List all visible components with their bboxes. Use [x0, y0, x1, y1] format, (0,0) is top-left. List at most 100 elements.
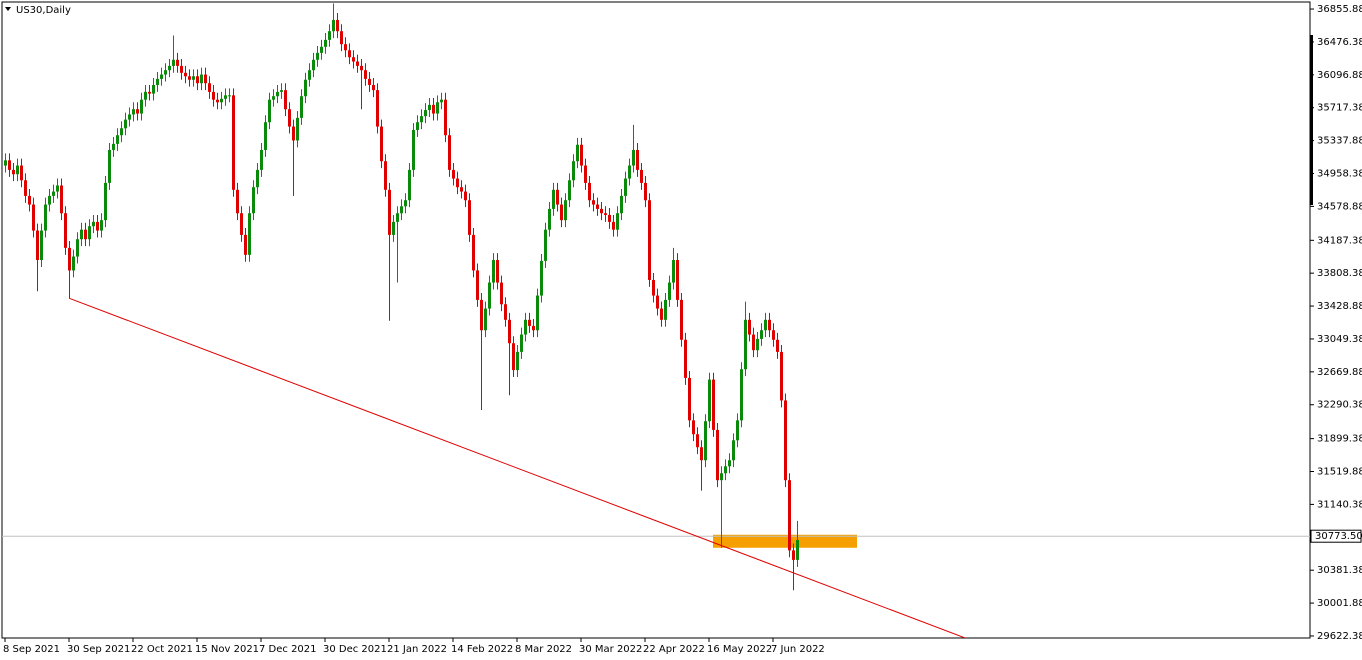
candle-body [720, 473, 723, 481]
candle-body [248, 213, 251, 255]
candle-body [676, 260, 679, 300]
candle-body [16, 165, 19, 175]
candle-body [480, 299, 483, 331]
candle-body [724, 466, 727, 474]
candle-body [528, 319, 531, 326]
current-price-box [1310, 529, 1362, 543]
candle-body [420, 116, 423, 123]
candle-body [156, 78, 159, 85]
y-tick-label: 33049.38 [1317, 334, 1362, 345]
candle-body [756, 338, 759, 351]
candle-body [424, 110, 427, 117]
y-tick-label: 35337.88 [1317, 136, 1362, 147]
candle-body [412, 130, 415, 170]
candle-body [52, 191, 55, 196]
x-tick-label: 30 Dec 2021 [323, 644, 387, 655]
candle-body [732, 440, 735, 461]
candle-body [616, 213, 619, 230]
candle-body [784, 400, 787, 481]
candle-body [188, 76, 191, 80]
candle-body [772, 330, 775, 340]
candle-body [108, 149, 111, 183]
candle-body [620, 195, 623, 214]
candle-body [560, 204, 563, 221]
candle-body [276, 91, 279, 97]
candle-body [708, 379, 711, 422]
y-tick-label: 31519.88 [1317, 467, 1362, 478]
candle-body [372, 84, 375, 91]
candle-body [508, 319, 511, 344]
candle-body [632, 149, 635, 166]
candle-body [84, 229, 87, 240]
candle-body [780, 351, 783, 401]
candle-body [224, 95, 227, 99]
candle-body [376, 90, 379, 127]
candle-body [100, 220, 103, 231]
candle-body [292, 126, 295, 141]
candle-body [308, 70, 311, 80]
candle-body [196, 76, 199, 84]
candle-body [600, 208, 603, 214]
candle-body [96, 221, 99, 231]
candle-body [392, 221, 395, 235]
x-tick-label: 15 Nov 2021 [195, 644, 259, 655]
candle-body [700, 447, 703, 461]
x-tick-label: 14 Feb 2022 [451, 644, 513, 655]
candle-body [304, 79, 307, 97]
candle-body [776, 339, 779, 352]
candle-body [656, 295, 659, 309]
current-price-label: 30773.50 [1315, 531, 1362, 542]
candle-body [152, 84, 155, 94]
candle-body [120, 128, 123, 136]
candle-body [40, 230, 43, 261]
y-tick-label: 34187.38 [1317, 235, 1362, 246]
candle-body [200, 74, 203, 84]
candle-body [604, 213, 607, 215]
candle-body [128, 114, 131, 120]
symbol-menu-icon[interactable] [5, 7, 11, 11]
y-tick-label: 36096.88 [1317, 70, 1362, 81]
candle-body [568, 180, 571, 201]
candle-body [584, 165, 587, 183]
y-tick-label: 32669.88 [1317, 367, 1362, 378]
candle-body [404, 200, 407, 207]
candle-body [792, 550, 795, 560]
candle-body [256, 169, 259, 188]
y-tick-label: 32290.38 [1317, 400, 1362, 411]
candle-body [48, 195, 51, 205]
candle-body [20, 165, 23, 181]
candle-body [296, 117, 299, 141]
candle-body [472, 234, 475, 271]
candle-body [24, 180, 27, 196]
candle-body [636, 149, 639, 170]
candle-body [588, 182, 591, 201]
candle-body [796, 539, 799, 560]
candle-body [532, 325, 535, 331]
candle-body [436, 102, 439, 114]
candle-body [572, 161, 575, 181]
candle-body [252, 187, 255, 214]
candle-body [212, 91, 215, 100]
candle-body [320, 46, 323, 53]
candle-body [340, 31, 343, 45]
candle-body [316, 52, 319, 60]
candle-body [192, 76, 195, 80]
y-tick-label: 30001.88 [1317, 598, 1362, 609]
candle-body [504, 304, 507, 320]
candle-body [740, 369, 743, 421]
candle-body [328, 31, 331, 40]
candle-body [80, 229, 83, 240]
y-tick-label: 36476.38 [1317, 37, 1362, 48]
candle-body [712, 379, 715, 430]
y-tick-label: 31899.38 [1317, 434, 1362, 445]
candle-body [284, 90, 287, 110]
candle-body [484, 308, 487, 331]
candle-body [524, 319, 527, 335]
support-zone [713, 534, 857, 548]
candle-body [544, 229, 547, 261]
candle-body [448, 135, 451, 170]
y-tick-label: 34958.38 [1317, 168, 1362, 179]
x-tick-label: 8 Sep 2021 [3, 644, 60, 655]
candle-body [464, 191, 467, 201]
